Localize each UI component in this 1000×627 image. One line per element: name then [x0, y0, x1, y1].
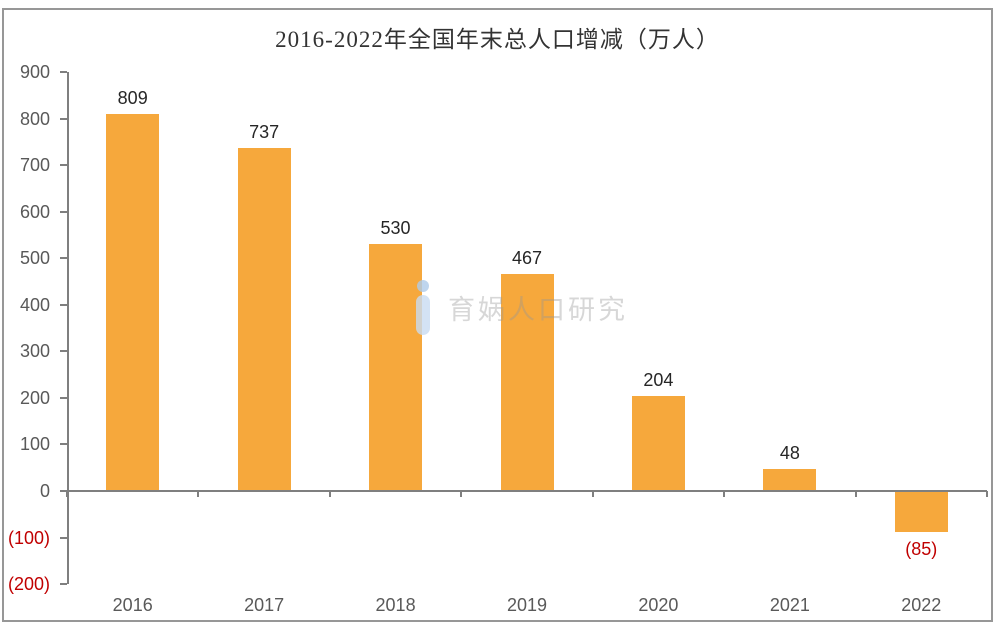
y-tick-mark	[60, 396, 67, 399]
y-tick-label: 800	[19, 108, 50, 129]
bar	[500, 273, 554, 491]
bar	[894, 492, 948, 532]
y-tick-label: 400	[19, 294, 50, 315]
y-tick-label: 900	[19, 62, 50, 83]
y-tick-label: (100)	[7, 527, 50, 548]
bar-value-label: 467	[511, 247, 543, 268]
bar-value-label: (85)	[905, 538, 938, 559]
x-category-label: 2020	[638, 595, 679, 615]
x-category-label: 2021	[769, 595, 810, 615]
y-tick-mark	[60, 210, 67, 213]
x-category-label: 2018	[375, 595, 416, 615]
y-tick-mark	[60, 257, 67, 260]
bar	[369, 244, 423, 491]
y-tick-label: 200	[19, 387, 50, 408]
x-tick-mark	[460, 491, 463, 497]
bar	[763, 468, 817, 491]
x-category-label: 2017	[244, 595, 285, 615]
bar-value-label: 809	[117, 88, 148, 109]
chart-title: 2016-2022年全国年末总人口增减（万人）	[275, 27, 720, 52]
bar	[237, 147, 291, 491]
x-category-label: 2022	[901, 595, 942, 615]
y-tick-mark	[60, 350, 67, 353]
y-tick-mark	[60, 443, 67, 446]
x-category-label: 2016	[112, 595, 153, 615]
x-axis-zero-line	[67, 490, 987, 492]
y-tick-mark	[60, 71, 67, 74]
y-tick-label: 600	[19, 201, 50, 222]
y-tick-label: (200)	[7, 574, 50, 595]
y-tick-label: 0	[39, 481, 50, 501]
y-tick-label: 300	[19, 341, 50, 362]
y-tick-label: 100	[19, 434, 50, 455]
y-tick-mark	[60, 490, 67, 492]
y-axis-line	[67, 72, 69, 584]
y-tick-label: 500	[19, 248, 50, 269]
plot-area: 900 800 700 600 500 400 300 200 100 0 (100) (200) 80…	[4, 10, 991, 620]
x-tick-mark	[66, 491, 68, 497]
y-tick-mark	[60, 117, 67, 120]
x-category-label: 2019	[506, 595, 548, 615]
bar-value-label: 204	[643, 370, 674, 391]
y-tick-label: 700	[19, 155, 50, 176]
x-tick-mark	[854, 491, 857, 497]
y-tick-mark	[60, 303, 67, 306]
bar-value-label: 530	[380, 218, 411, 239]
y-tick-mark	[60, 583, 67, 586]
y-tick-mark	[60, 164, 67, 167]
bar	[106, 114, 160, 491]
x-tick-mark	[197, 491, 200, 497]
x-tick-mark	[986, 491, 988, 497]
y-tick-mark	[60, 536, 67, 539]
bar	[631, 396, 685, 491]
x-tick-mark	[591, 491, 594, 497]
bar-value-label: 737	[249, 121, 280, 142]
x-tick-mark	[723, 491, 726, 497]
chart-card: 2016-2022年全国年末总人口增减（万人） 900 800 700 600 500 4…	[2, 8, 993, 622]
bar-value-label: 48	[779, 442, 800, 463]
x-tick-mark	[328, 491, 331, 497]
